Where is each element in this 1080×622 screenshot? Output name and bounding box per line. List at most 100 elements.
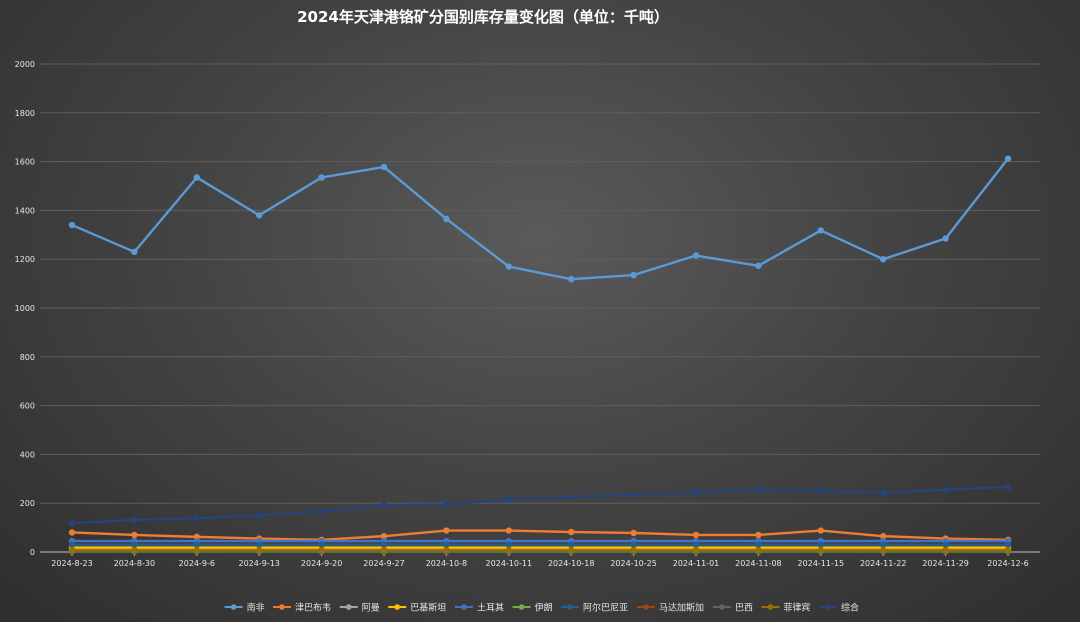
series [68,483,1012,527]
x-tick-label: 2024-11-29 [922,559,969,568]
data-point [630,271,637,279]
data-point [318,546,325,554]
data-point [68,546,76,554]
legend-marker [825,604,831,610]
y-tick-label: 1800 [15,109,35,118]
x-tick-label: 2024-11-08 [735,559,782,568]
data-point [505,546,512,554]
x-tick-label: 2024-10-11 [486,559,533,568]
legend-item: 巴西 [713,603,753,614]
x-tick-label: 2024-11-15 [798,559,845,568]
legend-marker [567,604,573,610]
y-tick-label: 2000 [15,60,35,69]
data-point [193,546,200,554]
chart-title: 2024年天津港铬矿分国别库存量变化图（单位：千吨） [297,8,669,26]
y-tick-label: 400 [20,450,35,459]
y-tick-label: 0 [30,548,35,557]
legend-label: 菲律宾 [783,602,810,614]
series [68,541,1012,548]
legend-item: 津巴布韦 [273,602,331,614]
series [68,537,1012,545]
y-tick-label: 1000 [15,304,35,313]
data-point [256,541,263,548]
x-tick-label: 2024-10-8 [426,559,467,568]
data-point [193,541,200,548]
data-point [630,529,637,537]
data-point [568,528,575,536]
legend-marker [643,604,649,610]
legend-item: 阿尔巴尼亚 [561,602,628,614]
data-point [755,546,762,554]
data-point [817,546,824,554]
data-point [817,527,824,534]
x-tick-label: 2024-9-27 [363,559,404,568]
data-point [256,546,263,554]
data-point [380,163,388,171]
legend-label: 伊朗 [535,602,553,614]
data-point [131,516,138,523]
legend-item: 土耳其 [455,602,504,614]
data-point [131,531,138,539]
data-point [318,508,325,515]
data-point [193,515,200,522]
data-point [817,227,824,234]
data-point [1004,541,1012,548]
data-point [1004,546,1012,554]
x-tick-label: 2024-10-18 [548,559,595,568]
legend-label: 土耳其 [477,602,504,614]
legend-marker [719,604,725,610]
data-point [942,546,949,554]
legend-marker [394,604,401,610]
x-axis: 2024-8-23 2024-8-30 2024-9-6 2024-9-13 2024-… [40,551,1040,568]
x-tick-label: 2024-9-20 [301,559,342,568]
series [68,527,1012,543]
data-point [443,546,450,554]
data-point [630,491,637,498]
legend-item: 菲律宾 [761,602,810,614]
series-line [71,157,1009,281]
data-point [131,546,138,554]
legend-label: 巴西 [735,603,753,614]
data-point [630,546,637,554]
data-point [1004,483,1012,491]
legend-item: 阿曼 [339,603,380,614]
series [68,155,1012,283]
y-tick-label: 1200 [15,255,35,264]
data-point [380,541,388,548]
data-point [942,541,949,548]
data-point [692,546,700,554]
legend-label: 综合 [841,602,859,614]
data-point [568,541,575,548]
data-point [505,541,512,548]
legend-label: 南非 [247,602,265,614]
legend-label: 津巴布韦 [295,602,331,614]
data-point [880,541,887,548]
data-point [630,541,637,548]
data-point [880,546,887,554]
data-point [568,546,575,554]
x-tick-label: 2024-9-6 [179,559,215,568]
data-point [131,248,138,256]
data-point [68,529,76,536]
x-tick-label: 2024-11-22 [860,559,907,568]
data-point [256,212,263,219]
y-axis: 0 200 400 600 800 1000 1200 1400 1600 1800 2000 [15,60,35,557]
data-point [568,493,575,501]
data-point [755,485,762,493]
series-line [71,529,1009,541]
data-point [505,527,512,534]
data-point [692,252,700,259]
data-point [692,489,700,496]
legend-marker [346,604,352,610]
legend-marker [518,604,525,610]
data-point [443,215,450,223]
series-line [71,485,1009,525]
data-point [256,512,263,519]
data-point [505,263,512,270]
x-tick-label: 2024-8-23 [51,559,92,568]
data-point [318,174,325,181]
x-tick-label: 2024-8-30 [114,559,155,568]
data-point [880,256,887,263]
